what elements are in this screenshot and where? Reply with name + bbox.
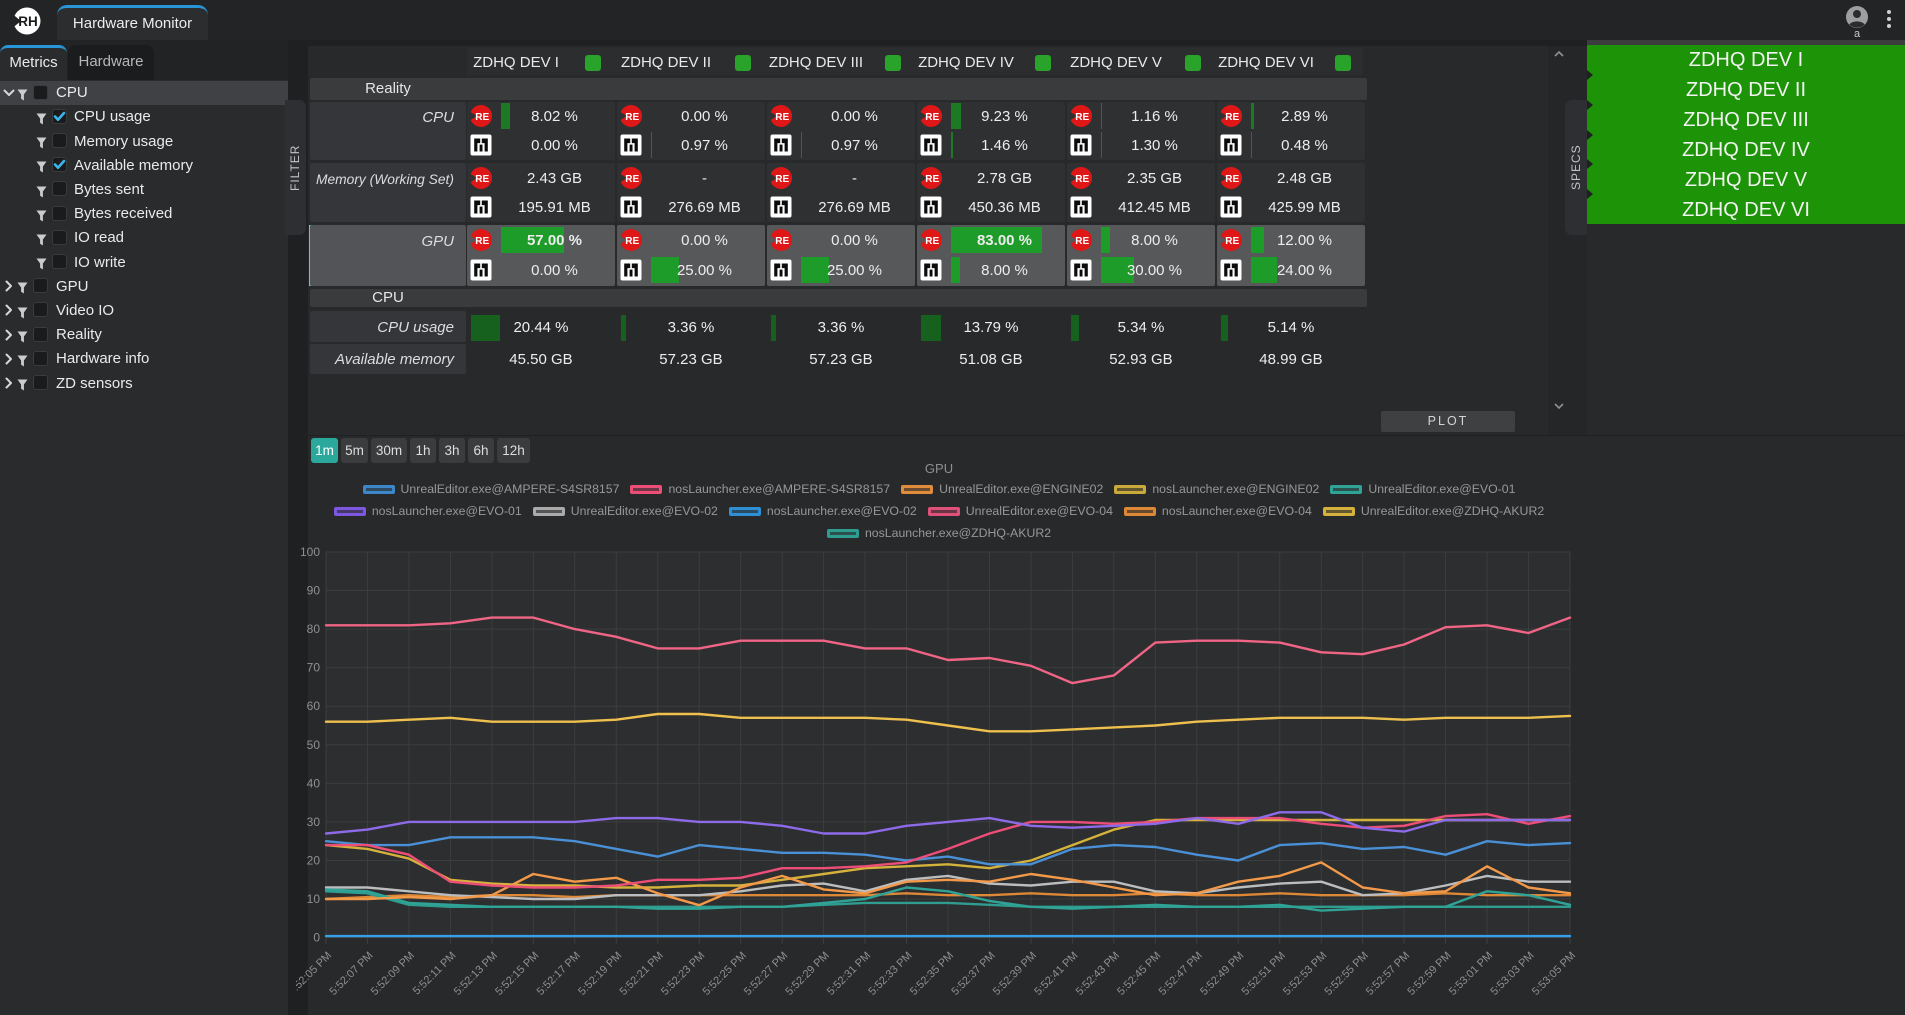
svg-text:5:52:59 PM: 5:52:59 PM bbox=[1405, 950, 1453, 998]
svg-text:RE: RE bbox=[475, 112, 489, 123]
svg-text:RH: RH bbox=[18, 14, 38, 29]
svg-text:5:52:15 PM: 5:52:15 PM bbox=[493, 950, 541, 998]
svg-text:100: 100 bbox=[300, 545, 320, 559]
svg-text:5:52:33 PM: 5:52:33 PM bbox=[866, 950, 914, 998]
svg-text:5:52:41 PM: 5:52:41 PM bbox=[1032, 950, 1080, 998]
svg-text:5:53:01 PM: 5:53:01 PM bbox=[1447, 950, 1495, 998]
svg-text:5:52:45 PM: 5:52:45 PM bbox=[1115, 950, 1163, 998]
svg-text:5:52:13 PM: 5:52:13 PM bbox=[452, 950, 500, 998]
svg-text:RE: RE bbox=[925, 236, 939, 247]
svg-text:RE: RE bbox=[475, 236, 489, 247]
svg-text:5:52:57 PM: 5:52:57 PM bbox=[1364, 950, 1412, 998]
svg-text:5:52:09 PM: 5:52:09 PM bbox=[369, 950, 417, 998]
svg-text:5:52:47 PM: 5:52:47 PM bbox=[1157, 950, 1205, 998]
svg-text:60: 60 bbox=[307, 699, 321, 713]
svg-text:RE: RE bbox=[775, 112, 789, 123]
svg-text:RE: RE bbox=[1225, 173, 1239, 184]
svg-text:20: 20 bbox=[307, 854, 321, 868]
svg-text:RE: RE bbox=[775, 236, 789, 247]
svg-text:5:52:19 PM: 5:52:19 PM bbox=[576, 950, 624, 998]
svg-text:RE: RE bbox=[1225, 236, 1239, 247]
svg-text:RE: RE bbox=[1225, 112, 1239, 123]
svg-text:5:52:43 PM: 5:52:43 PM bbox=[1074, 950, 1122, 998]
svg-text:5:52:29 PM: 5:52:29 PM bbox=[783, 950, 831, 998]
svg-text:40: 40 bbox=[307, 776, 321, 790]
svg-text:RE: RE bbox=[775, 173, 789, 184]
svg-text:90: 90 bbox=[307, 584, 321, 598]
svg-text:5:52:35 PM: 5:52:35 PM bbox=[908, 950, 956, 998]
svg-text:5:52:39 PM: 5:52:39 PM bbox=[991, 950, 1039, 998]
svg-text:RE: RE bbox=[625, 236, 639, 247]
svg-text:0: 0 bbox=[313, 931, 320, 945]
svg-text:30: 30 bbox=[307, 815, 321, 829]
svg-text:5:52:17 PM: 5:52:17 PM bbox=[535, 950, 583, 998]
svg-text:RE: RE bbox=[1075, 173, 1089, 184]
svg-text:RE: RE bbox=[625, 112, 639, 123]
svg-text:5:52:31 PM: 5:52:31 PM bbox=[825, 950, 873, 998]
svg-text:10: 10 bbox=[307, 892, 321, 906]
svg-text:5:52:49 PM: 5:52:49 PM bbox=[1198, 950, 1246, 998]
svg-text:RE: RE bbox=[1075, 112, 1089, 123]
svg-text:70: 70 bbox=[307, 661, 321, 675]
svg-text:5:52:27 PM: 5:52:27 PM bbox=[742, 950, 790, 998]
svg-text:80: 80 bbox=[307, 622, 321, 636]
svg-text:RE: RE bbox=[475, 173, 489, 184]
svg-text:5:52:53 PM: 5:52:53 PM bbox=[1281, 950, 1329, 998]
svg-text:RE: RE bbox=[925, 112, 939, 123]
svg-text:5:52:51 PM: 5:52:51 PM bbox=[1240, 950, 1288, 998]
svg-text:5:52:21 PM: 5:52:21 PM bbox=[618, 950, 666, 998]
svg-text:50: 50 bbox=[307, 738, 321, 752]
svg-text:5:52:23 PM: 5:52:23 PM bbox=[659, 950, 707, 998]
svg-text:5:53:03 PM: 5:53:03 PM bbox=[1488, 950, 1536, 998]
svg-text:RE: RE bbox=[625, 173, 639, 184]
svg-text:RE: RE bbox=[1075, 236, 1089, 247]
svg-text:5:52:55 PM: 5:52:55 PM bbox=[1323, 950, 1371, 998]
svg-text:5:52:37 PM: 5:52:37 PM bbox=[949, 950, 997, 998]
svg-text:5:52:25 PM: 5:52:25 PM bbox=[701, 950, 749, 998]
svg-text:RE: RE bbox=[925, 173, 939, 184]
svg-text:5:52:07 PM: 5:52:07 PM bbox=[327, 950, 375, 998]
svg-text:5:53:05 PM: 5:53:05 PM bbox=[1530, 950, 1578, 998]
